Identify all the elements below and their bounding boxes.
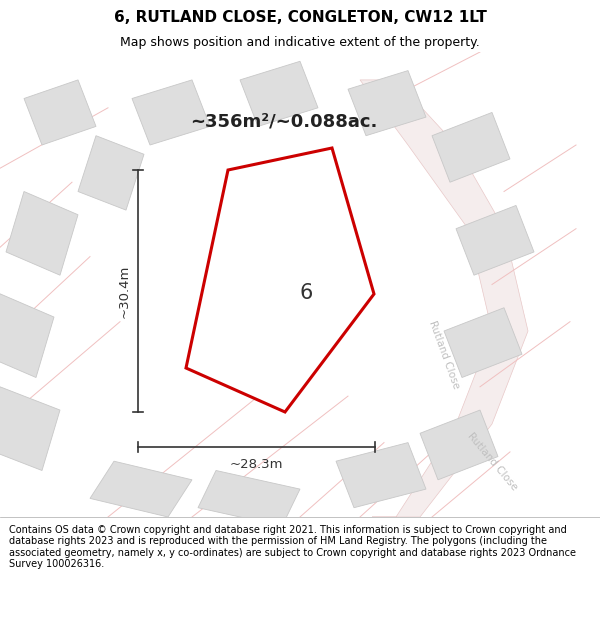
Polygon shape — [432, 112, 510, 182]
Text: Contains OS data © Crown copyright and database right 2021. This information is : Contains OS data © Crown copyright and d… — [9, 524, 576, 569]
Polygon shape — [444, 308, 522, 378]
Polygon shape — [0, 294, 54, 378]
Text: Rutland Close: Rutland Close — [465, 431, 519, 492]
Polygon shape — [78, 136, 144, 210]
Text: 6: 6 — [299, 283, 313, 303]
Polygon shape — [198, 471, 300, 526]
Text: ~30.4m: ~30.4m — [118, 264, 131, 318]
Polygon shape — [0, 387, 60, 471]
Polygon shape — [360, 80, 528, 517]
Polygon shape — [24, 80, 96, 145]
Text: Map shows position and indicative extent of the property.: Map shows position and indicative extent… — [120, 36, 480, 49]
Text: Rutland Close: Rutland Close — [427, 319, 461, 390]
Polygon shape — [240, 61, 318, 126]
Polygon shape — [420, 410, 498, 480]
Polygon shape — [90, 461, 192, 517]
Polygon shape — [336, 442, 426, 508]
Text: ~28.3m: ~28.3m — [230, 459, 283, 471]
Polygon shape — [186, 148, 374, 412]
Polygon shape — [348, 71, 426, 136]
Text: ~356m²/~0.088ac.: ~356m²/~0.088ac. — [190, 113, 377, 131]
Text: 6, RUTLAND CLOSE, CONGLETON, CW12 1LT: 6, RUTLAND CLOSE, CONGLETON, CW12 1LT — [113, 11, 487, 26]
Polygon shape — [132, 80, 210, 145]
Polygon shape — [6, 191, 78, 275]
Polygon shape — [456, 206, 534, 275]
